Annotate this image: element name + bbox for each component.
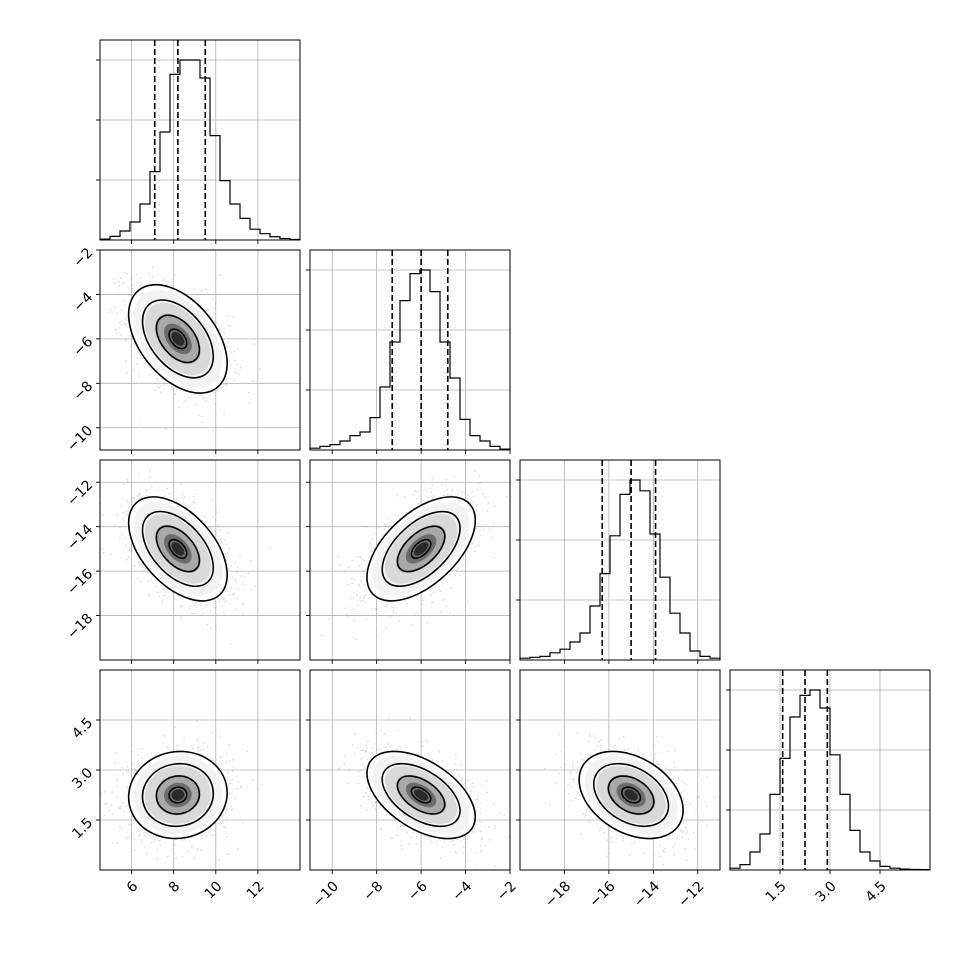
density-layer	[100, 266, 261, 432]
x-tick-label: −12	[675, 878, 707, 910]
contour-2	[396, 775, 446, 815]
x-tick-label: −10	[310, 878, 342, 910]
scatter-panel-3-1: −10 −8 −6 −4 −2	[306, 669, 520, 911]
scatter-panel-3-0: 6 8 10 12 1.5 3.0 4.5	[69, 669, 301, 902]
contour-2	[396, 525, 446, 573]
y-tick-label: −14	[64, 522, 96, 554]
scatter-panel-2-1	[306, 459, 511, 664]
y-tick-label: −4	[70, 289, 96, 315]
y-tick-label: −10	[64, 423, 96, 455]
density-layer	[320, 460, 508, 641]
y-tick-label: 4.5	[69, 715, 96, 742]
density-level-5	[414, 542, 429, 556]
contour-1	[141, 299, 215, 379]
contour-0	[366, 750, 477, 840]
contour-3	[620, 786, 642, 804]
scatter-panel-2-0: −18 −16 −14 −12	[64, 459, 301, 664]
x-tick-label: 12	[244, 878, 268, 902]
hist-panel-2	[516, 459, 721, 664]
x-tick-label: 1.5	[763, 878, 790, 905]
x-tick-label: 4.5	[863, 878, 890, 905]
panel-frame	[99, 249, 301, 451]
scatter-panel-1-0: −10 −8 −6 −4 −2	[64, 245, 301, 455]
x-tick-label: −16	[586, 878, 618, 910]
contour-3	[410, 538, 432, 560]
contour-1	[381, 510, 461, 588]
scatter-panel-3-2: −18 −16 −14 −12	[516, 669, 721, 911]
contour-2	[155, 525, 201, 573]
y-tick-label: −6	[70, 334, 96, 360]
density-layer	[100, 720, 262, 861]
panel-frame	[99, 459, 301, 661]
density-layer	[338, 717, 510, 867]
x-tick-label: 3.0	[813, 878, 840, 905]
density-level-5	[171, 331, 185, 346]
histogram-step	[99, 59, 301, 241]
contour-0	[127, 496, 228, 602]
contour-0	[366, 496, 477, 602]
x-tick-label: 6	[124, 878, 142, 896]
y-tick-label: −18	[64, 611, 96, 643]
contour-3	[168, 538, 188, 560]
contour-2	[155, 314, 201, 364]
contour-2	[155, 775, 201, 815]
contour-1	[141, 510, 215, 588]
x-tick-label: −14	[631, 878, 663, 910]
contour-1	[141, 762, 215, 828]
density-level-5	[624, 789, 638, 801]
contour-0	[578, 750, 684, 840]
hist-panel-3: 1.5 3.0 4.5	[726, 669, 931, 906]
histogram-step	[519, 479, 721, 660]
x-tick-label: −4	[449, 878, 475, 904]
y-tick-label: −8	[70, 378, 96, 404]
contour-1	[592, 762, 670, 828]
contour-0	[127, 750, 228, 840]
contour-2	[607, 775, 655, 815]
hist-panel-1	[306, 249, 511, 454]
density-level-5	[171, 542, 185, 556]
y-tick-label: 3.0	[69, 765, 96, 792]
y-tick-label: −16	[64, 566, 96, 598]
y-tick-label: −12	[64, 477, 96, 509]
histogram-step	[309, 269, 511, 450]
panel-frame	[309, 249, 511, 451]
x-tick-label: −2	[494, 878, 520, 904]
x-tick-label: 10	[202, 878, 226, 902]
density-layer	[544, 719, 719, 868]
x-tick-label: −6	[405, 878, 431, 904]
density-layer	[100, 470, 271, 645]
hist-panel-0	[96, 39, 301, 244]
y-tick-label: 1.5	[69, 815, 96, 842]
scatter-points	[544, 719, 719, 868]
contour-0	[127, 283, 228, 394]
y-tick-label: −2	[70, 245, 96, 271]
panel-frame	[519, 459, 721, 661]
panel-frame	[99, 39, 301, 241]
histogram-step	[729, 689, 931, 871]
x-tick-label: 8	[166, 878, 184, 896]
panel-frame	[309, 459, 511, 661]
density-level-5	[171, 789, 185, 801]
contour-3	[168, 786, 188, 804]
x-tick-label: −8	[361, 878, 387, 904]
x-tick-label: −18	[542, 878, 574, 910]
contour-1	[381, 762, 461, 828]
contour-3	[168, 328, 188, 350]
contour-3	[410, 786, 432, 804]
